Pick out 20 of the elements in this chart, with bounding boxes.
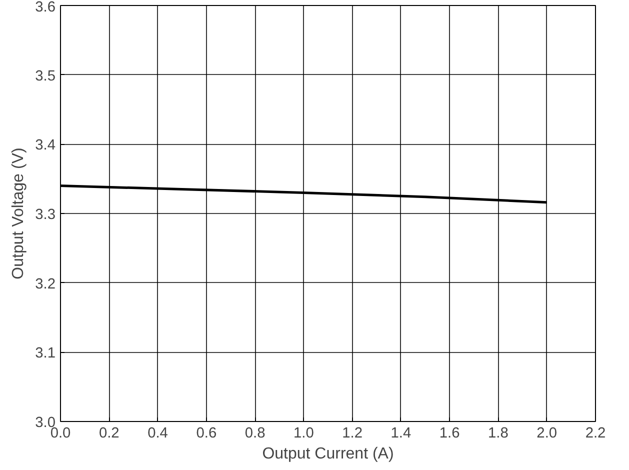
y-axis-title: Output Voltage (V) [10, 148, 28, 280]
y-tick-label: 3.3 [35, 207, 56, 223]
y-tick-label: 3.4 [35, 138, 56, 154]
x-tick-label: 1.4 [390, 426, 412, 442]
x-tick-label: 2.2 [585, 426, 606, 442]
y-tick-label: 3.6 [35, 0, 56, 16]
x-tick-label: 0.0 [50, 426, 71, 442]
x-tick-label: 0.6 [196, 426, 217, 442]
y-tick-label: 3.5 [35, 68, 56, 84]
y-tick-label: 3.2 [35, 276, 56, 292]
x-tick-label: 1.0 [293, 426, 314, 442]
x-tick-label: 1.2 [342, 426, 363, 442]
x-tick-label: 0.2 [98, 426, 120, 442]
x-tick-label: 0.4 [148, 426, 168, 442]
x-tick-label: 1.6 [439, 426, 460, 442]
x-tick-label: 2.0 [536, 426, 558, 442]
x-tick-label: 1.8 [488, 426, 508, 442]
x-tick-label: 0.8 [244, 426, 266, 442]
y-tick-label: 3.1 [35, 346, 56, 362]
x-axis-title: Output Current (A) [262, 446, 394, 462]
